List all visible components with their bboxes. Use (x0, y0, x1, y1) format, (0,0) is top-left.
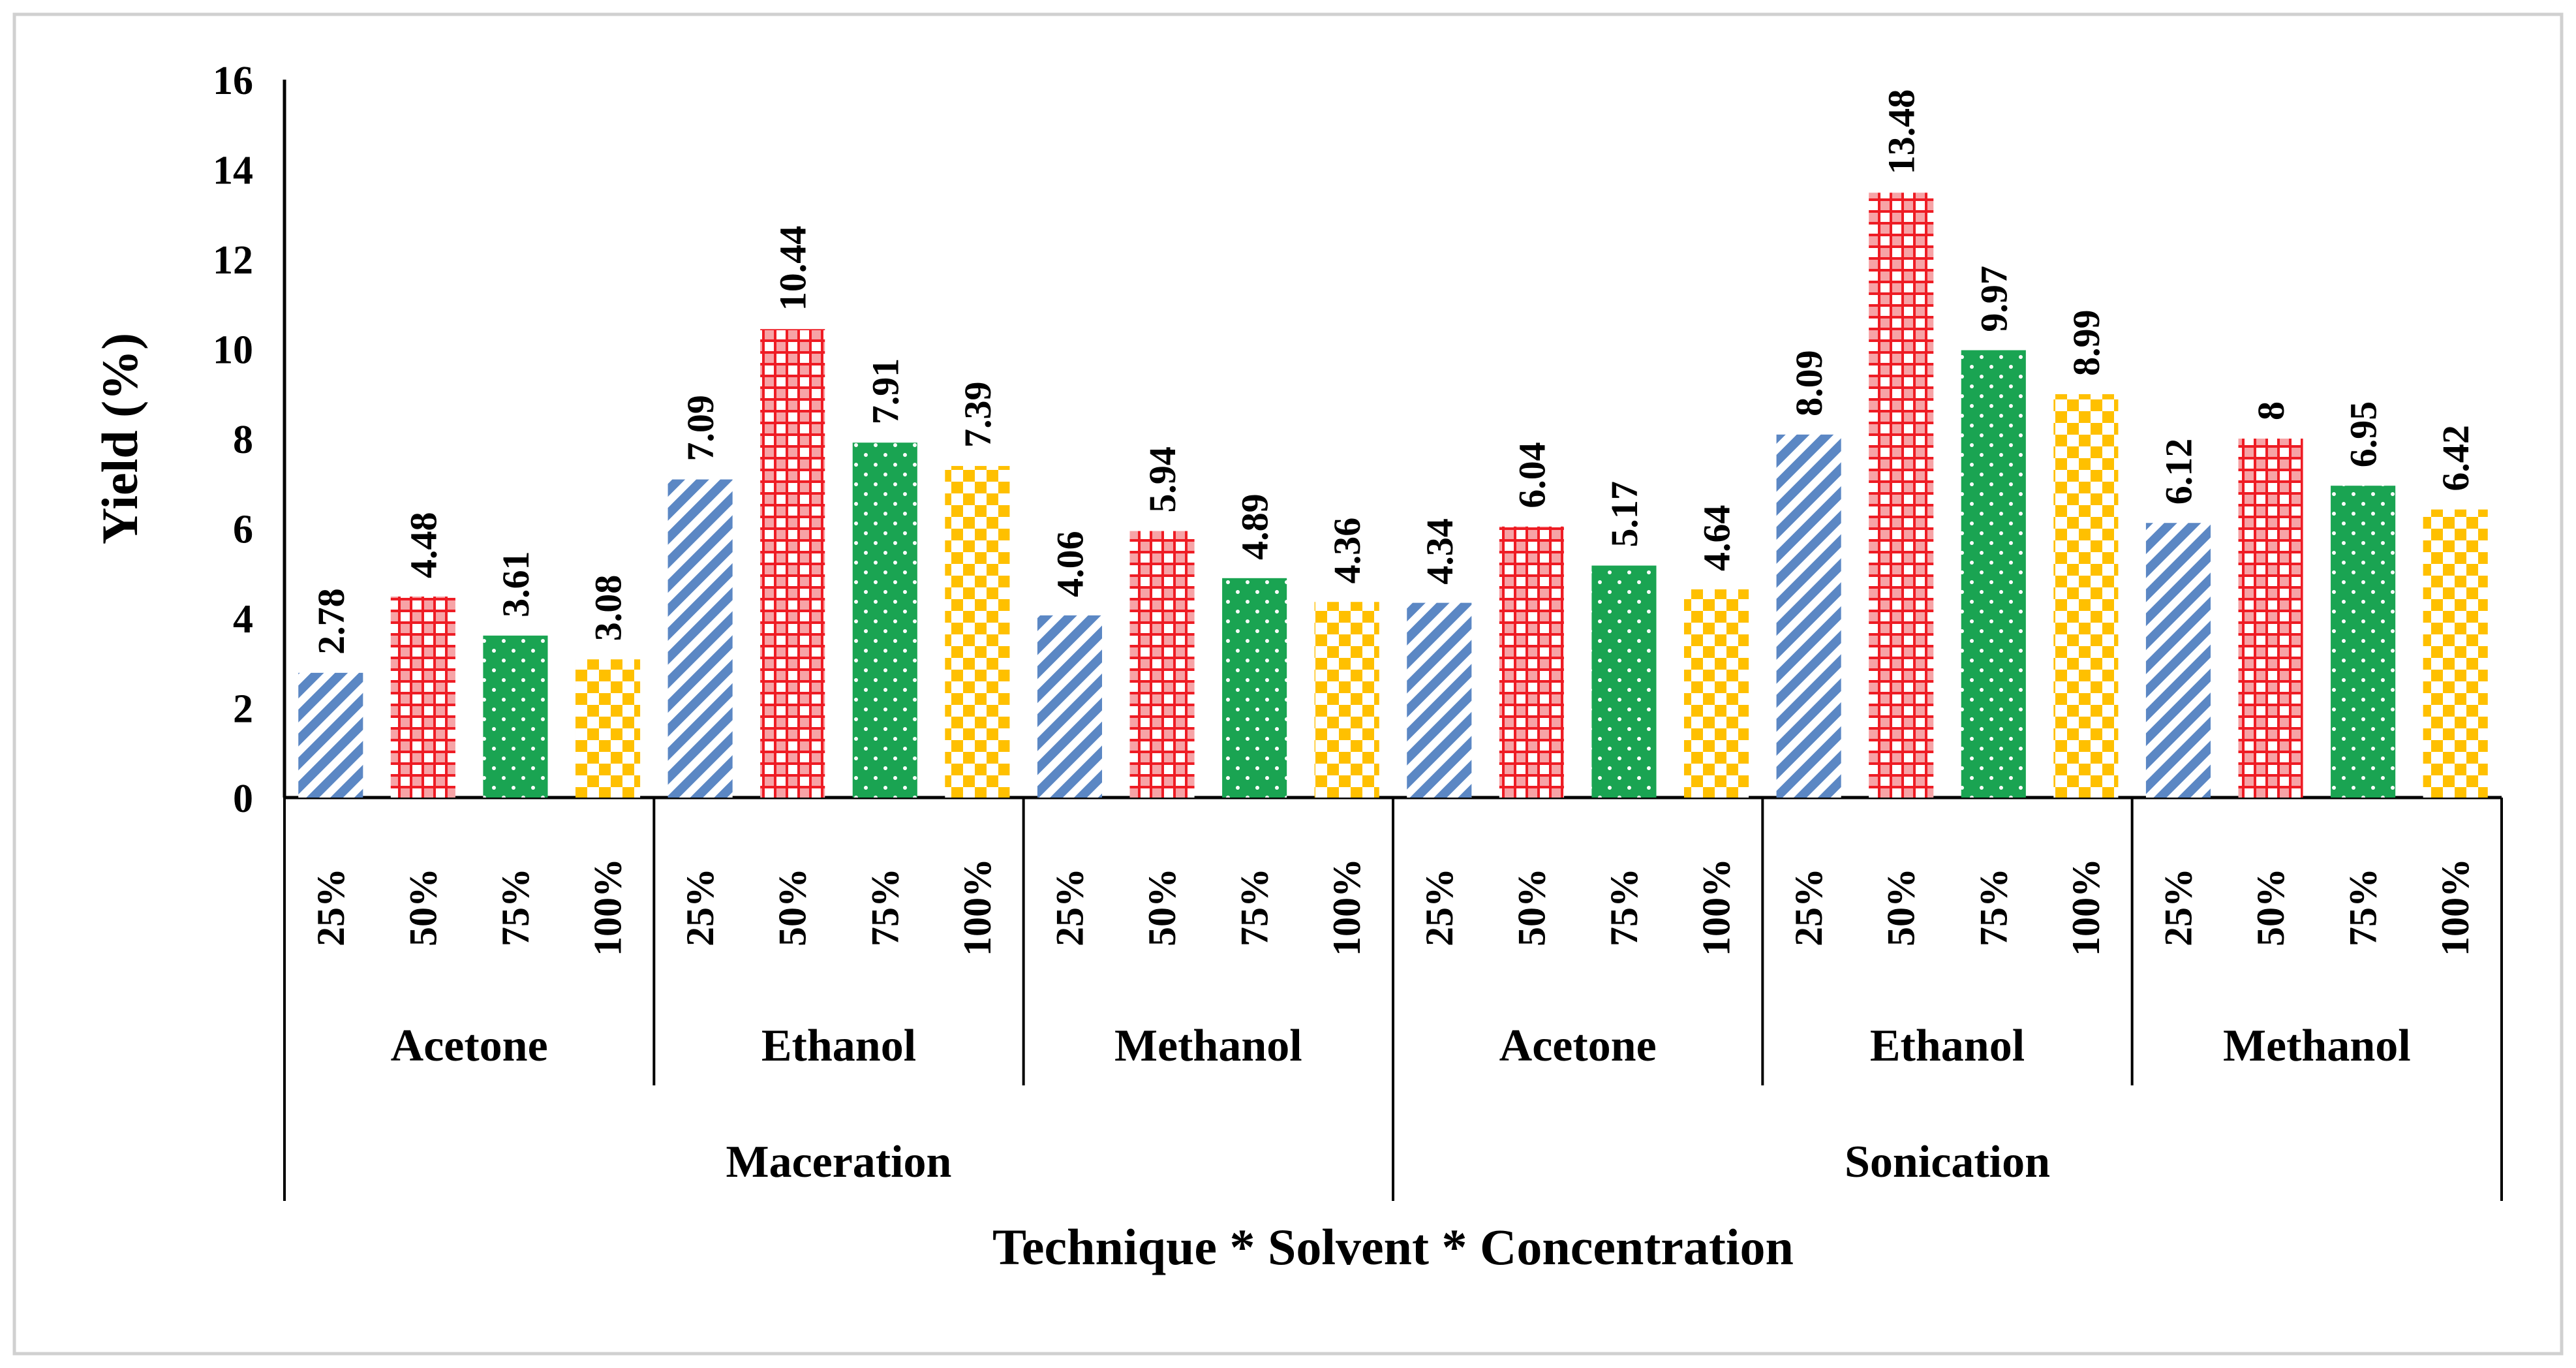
data-label: 8 (2250, 401, 2292, 420)
data-label: 7.09 (679, 395, 722, 461)
concentration-label: 75% (1233, 868, 1276, 946)
bar (760, 329, 825, 798)
bar (2423, 509, 2488, 798)
concentration-label: 100% (2434, 858, 2477, 956)
y-tick-label: 14 (213, 149, 253, 193)
bar (1129, 531, 1195, 798)
concentration-label: 100% (1325, 858, 1368, 956)
concentration-label: 75% (494, 868, 537, 946)
concentration-label: 75% (863, 868, 906, 946)
data-label: 13.48 (1880, 89, 1923, 175)
data-label: 6.12 (2157, 439, 2200, 505)
data-label: 4.89 (1234, 493, 1276, 560)
bar (298, 672, 363, 798)
technique-label: Sonication (1845, 1137, 2050, 1187)
bar (2331, 486, 2396, 798)
data-label: 5.94 (1141, 446, 1184, 513)
concentration-label: 25% (1787, 868, 1830, 946)
concentration-label: 25% (1418, 868, 1461, 946)
concentration-label: 25% (309, 868, 352, 946)
concentration-label: 25% (1048, 868, 1091, 946)
technique-label: Maceration (726, 1137, 952, 1187)
y-tick-label: 2 (233, 687, 253, 732)
concentration-label: 25% (2156, 868, 2200, 946)
y-tick-label: 0 (233, 777, 253, 821)
bar (483, 635, 548, 798)
bar (390, 597, 455, 798)
bar (1407, 602, 1472, 798)
data-label: 10.44 (772, 226, 814, 311)
data-label: 3.08 (587, 575, 630, 642)
y-axis-title: Yield (%) (91, 333, 148, 544)
concentration-label: 50% (401, 868, 444, 946)
data-label: 2.78 (310, 588, 352, 655)
data-label: 5.17 (1603, 481, 1646, 548)
bar (1961, 350, 2026, 798)
x-axis-title: Technique * Solvent * Concentration (992, 1219, 1794, 1275)
bar (2145, 523, 2211, 798)
concentration-label: 50% (2249, 868, 2292, 946)
solvent-label: Ethanol (761, 1021, 916, 1071)
y-tick-label: 8 (233, 418, 253, 462)
solvent-label: Acetone (391, 1021, 548, 1071)
bar (1776, 434, 1841, 798)
bar (1037, 615, 1103, 798)
concentration-label: 100% (587, 858, 630, 956)
data-label: 3.61 (495, 551, 537, 617)
data-label: 7.39 (957, 381, 999, 448)
data-label: 4.06 (1049, 531, 1091, 597)
concentration-label: 50% (771, 868, 814, 946)
data-label: 4.64 (1696, 505, 1738, 572)
data-label: 6.04 (1510, 442, 1553, 508)
solvent-label: Acetone (1499, 1021, 1657, 1071)
bar (945, 465, 1010, 798)
data-label: 6.95 (2342, 401, 2385, 468)
concentration-label: 75% (2342, 868, 2385, 946)
concentration-label: 100% (2064, 858, 2108, 956)
y-tick-label: 6 (233, 508, 253, 552)
bar (1314, 602, 1379, 798)
bar (852, 443, 917, 798)
bar (1591, 565, 1657, 798)
bar (1869, 193, 1934, 798)
concentration-label: 100% (956, 858, 999, 956)
data-label: 8.99 (2065, 309, 2108, 376)
solvent-label: Ethanol (1870, 1021, 2025, 1071)
bar (1499, 526, 1564, 798)
bar (2238, 439, 2303, 798)
concentration-label: 75% (1602, 868, 1646, 946)
data-label: 4.48 (402, 512, 444, 579)
data-label: 4.34 (1418, 518, 1461, 585)
data-label: 7.91 (864, 358, 906, 425)
concentration-label: 100% (1695, 858, 1738, 956)
bar (2053, 394, 2119, 798)
solvent-label: Methanol (1114, 1021, 1302, 1071)
y-tick-label: 4 (233, 597, 253, 642)
y-tick-label: 12 (213, 238, 253, 283)
data-label: 6.42 (2434, 425, 2477, 491)
concentration-label: 50% (1880, 868, 1923, 946)
bar (575, 659, 641, 798)
y-tick-label: 10 (213, 328, 253, 373)
concentration-label: 50% (1141, 868, 1184, 946)
data-label: 9.97 (1972, 266, 2015, 332)
data-label: 4.36 (1326, 518, 1368, 584)
bar (1683, 589, 1749, 798)
bar (1222, 578, 1287, 798)
bar (667, 479, 733, 798)
data-label: 8.09 (1788, 350, 1830, 416)
solvent-label: Methanol (2223, 1021, 2411, 1071)
y-tick-label: 16 (213, 59, 253, 103)
concentration-label: 75% (1972, 868, 2015, 946)
concentration-label: 25% (679, 868, 722, 946)
concentration-label: 50% (1510, 868, 1553, 946)
